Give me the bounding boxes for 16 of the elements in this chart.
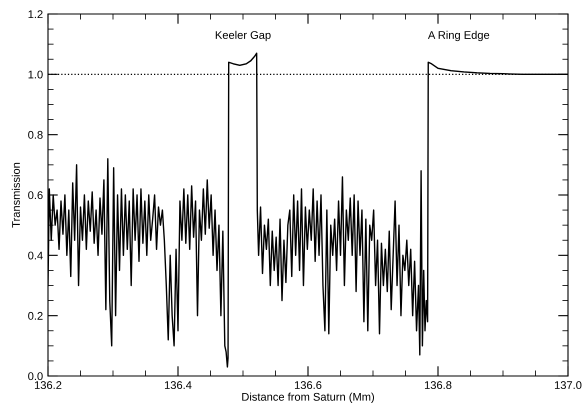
- y-tick-label: 0.8: [28, 130, 43, 139]
- y-tick-label: 1.0: [28, 70, 43, 78]
- y-tick-label: 0.2: [28, 312, 43, 320]
- y-tick-label: 0.4: [28, 252, 43, 260]
- x-tick-label: 136.6: [294, 381, 322, 390]
- annotation: A Ring Edge: [428, 30, 490, 42]
- x-tick-label: 136.2: [34, 381, 62, 390]
- y-tick-label: 0.6: [28, 191, 43, 200]
- y-axis-title: Transmission: [12, 162, 20, 228]
- y-tick-label: 1.2: [28, 10, 43, 18]
- annotation: Keeler Gap: [216, 30, 271, 42]
- x-tick-label: 137.0: [554, 381, 582, 390]
- y-tick-label: 0.0: [28, 372, 43, 380]
- x-tick-label: 136.8: [424, 381, 452, 390]
- x-axis-title: Distance from Saturn (Mm): [242, 392, 374, 403]
- x-tick-label: 136.4: [164, 381, 192, 390]
